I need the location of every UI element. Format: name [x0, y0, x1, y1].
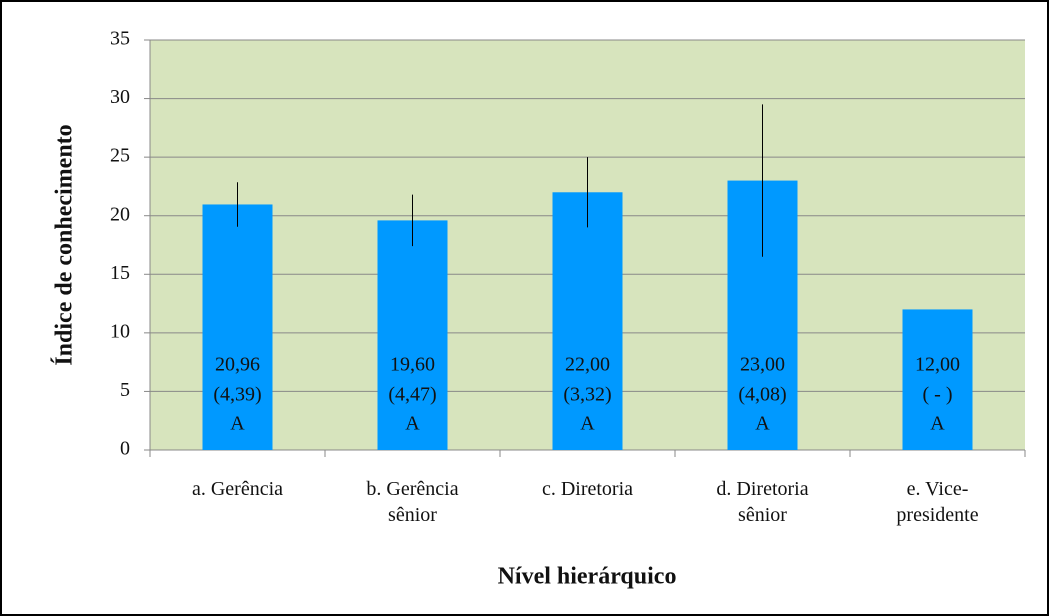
y-tick-label: 5 [120, 379, 130, 401]
value-label: 19,60 [390, 354, 435, 376]
y-tick-label: 10 [110, 320, 130, 342]
group-label: A [755, 413, 770, 435]
sd-label: (4,47) [388, 384, 436, 406]
sd-label: (3,32) [563, 384, 611, 406]
bar [202, 204, 273, 450]
sd-label: (4,08) [738, 384, 786, 406]
y-tick-label: 20 [110, 203, 130, 225]
value-label: 12,00 [915, 354, 960, 376]
x-tick-label: d. Diretoria sênior [716, 478, 809, 526]
value-label: 20,96 [215, 354, 260, 376]
y-tick-label: 0 [120, 438, 130, 460]
y-tick-label: 30 [110, 86, 130, 108]
bar [377, 220, 448, 450]
value-label: 22,00 [565, 354, 610, 376]
bar [552, 192, 623, 451]
group-label: A [930, 413, 945, 435]
bar [902, 309, 973, 450]
value-label: 23,00 [740, 354, 785, 376]
x-axis-title: Nível hierárquico [498, 564, 677, 590]
y-tick-label: 15 [110, 262, 130, 284]
y-tick-label: 25 [110, 145, 130, 167]
sd-label: ( - ) [923, 384, 953, 406]
group-label: A [230, 413, 245, 435]
y-axis-title: Índice de conhecimento [52, 124, 78, 365]
x-tick-label: c. Diretoria [541, 478, 634, 500]
x-tick-label: a. Gerência [191, 478, 284, 500]
sd-label: (4,39) [213, 384, 261, 406]
y-tick-label: 35 [110, 28, 130, 50]
x-tick-label: b. Gerência sênior [366, 478, 459, 526]
group-label: A [405, 413, 420, 435]
x-tick-label: e. Vice-presidente [896, 478, 979, 526]
group-label: A [580, 413, 595, 435]
